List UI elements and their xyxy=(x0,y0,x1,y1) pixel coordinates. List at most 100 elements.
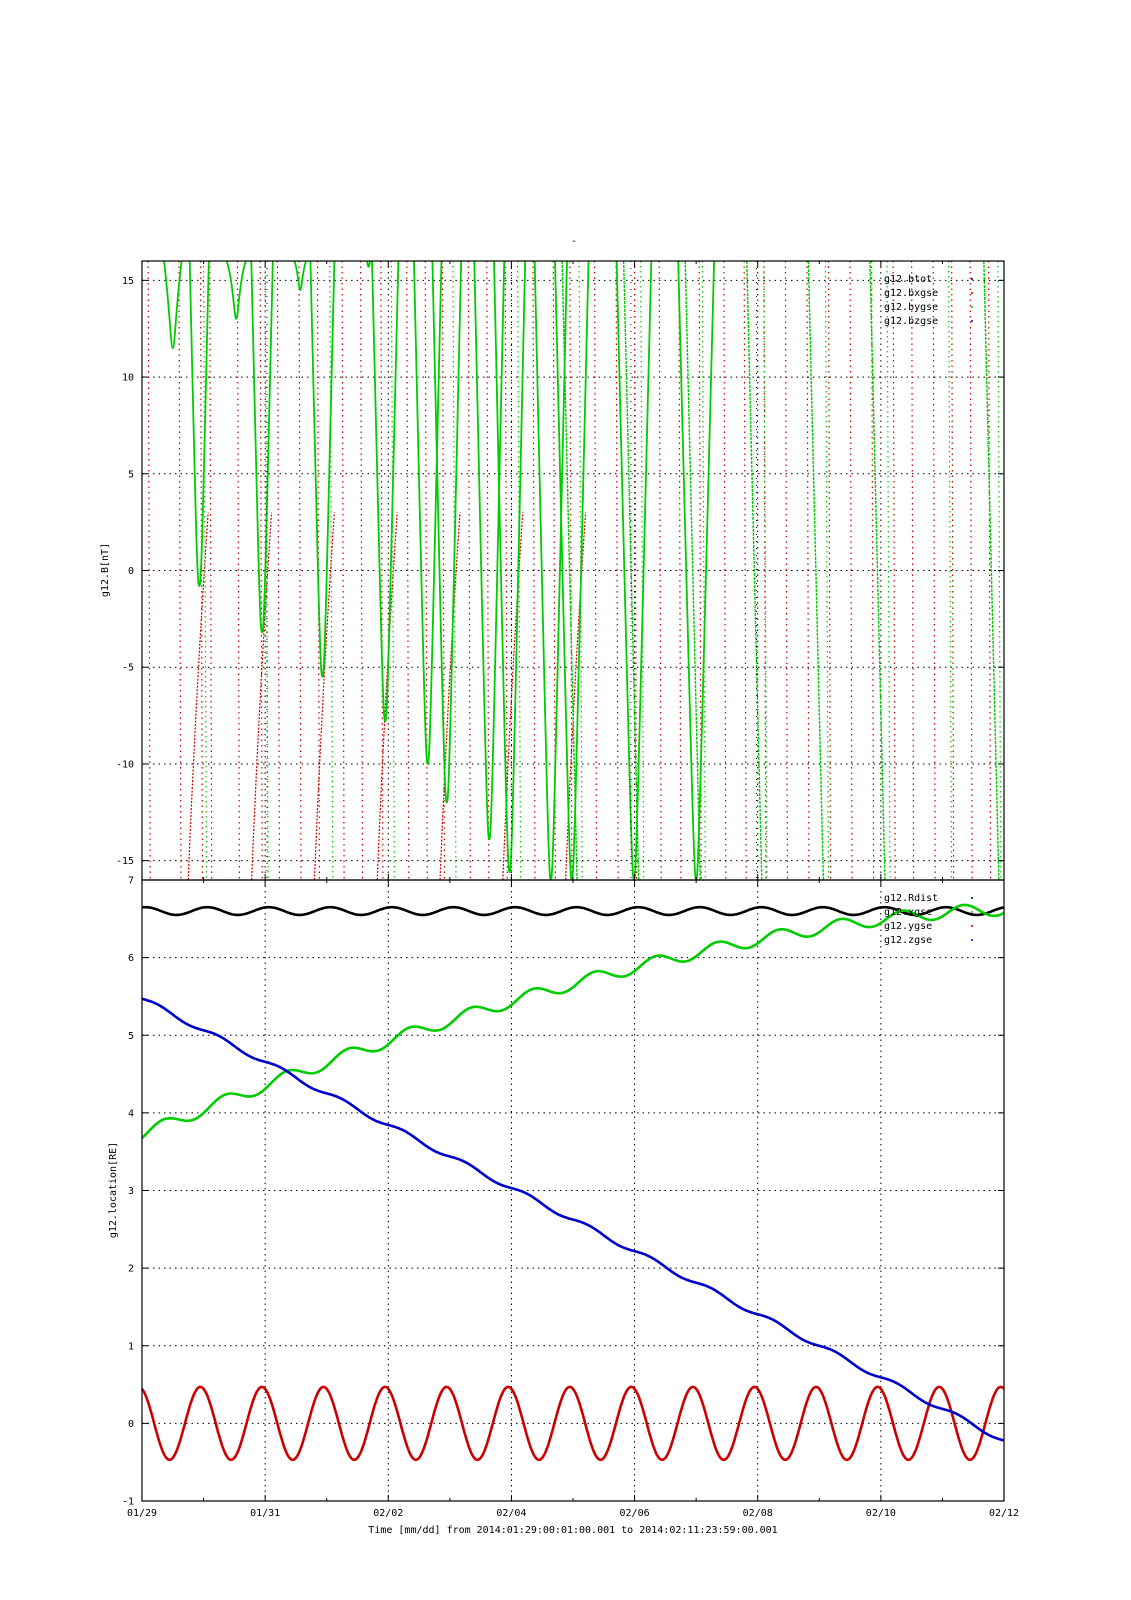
p1-ytick-label: -10 xyxy=(116,759,134,770)
p1-legend-swatch xyxy=(971,278,973,280)
p1-ytick-label: 0 xyxy=(128,566,134,577)
bygse-sweep xyxy=(983,261,1000,880)
p1-legend-swatch xyxy=(971,292,973,294)
bxgse-trace xyxy=(187,512,209,880)
bxgse-trace xyxy=(467,261,471,880)
bygse-spike xyxy=(473,261,506,841)
bygse-spike xyxy=(431,261,463,804)
bygse-dotted-trace xyxy=(701,261,706,880)
p2-ytick-label: 2 xyxy=(128,1264,134,1275)
bxgse-trace xyxy=(376,512,398,880)
p2-legend-label: g12.xgse xyxy=(884,907,932,918)
p1-ytick-label: -15 xyxy=(116,856,134,867)
x-tick-labels: 01/29 01/31 02/02 02/04 02/06 02/08 02/10 02/12 xyxy=(127,1508,1019,1519)
bygse-dotted-trace xyxy=(640,261,645,880)
x-tick-label: 02/10 xyxy=(866,1508,896,1519)
bxgse-trace xyxy=(969,261,973,880)
bygse-spike xyxy=(615,261,653,880)
p1-legend-label: g12.bxgse xyxy=(884,288,938,299)
p2-y-axis-label: g12.location[RE] xyxy=(108,1142,119,1238)
p2-ytick-label: 5 xyxy=(128,1031,134,1042)
bygse-sweep xyxy=(684,261,701,880)
bygse-dotted-trace xyxy=(452,261,457,880)
bygse-spike xyxy=(309,261,336,678)
x-tick-label: 02/12 xyxy=(989,1508,1019,1519)
bygse-dotted-trace xyxy=(763,261,768,880)
x-tick-label: 02/02 xyxy=(373,1508,403,1519)
bygse-dotted-trace xyxy=(824,261,830,880)
p2-legend-label: g12.Rdist xyxy=(884,893,938,904)
bxgse-trace xyxy=(313,512,335,880)
bxgse-trace xyxy=(593,261,598,880)
bxgse-trace xyxy=(236,261,241,880)
bxgse-trace xyxy=(209,261,213,880)
bxgse-trace xyxy=(565,512,587,880)
ygse-series-line xyxy=(140,1385,1005,1462)
xgse-series-line xyxy=(141,903,1005,1140)
bygse-dotted-trace xyxy=(390,261,395,880)
p2-series xyxy=(140,903,1005,1462)
bygse-spike xyxy=(371,261,400,723)
bygse-sweep xyxy=(561,261,578,880)
bygse-spike xyxy=(493,261,527,874)
p1-legend-swatch xyxy=(971,320,973,322)
p1-legend-label: g12.bzgse xyxy=(884,316,938,327)
p2-legend-label: g12.ygse xyxy=(884,921,932,932)
bygse-dotted-trace xyxy=(886,261,891,880)
bygse-sweep xyxy=(807,261,825,880)
bxgse-trace xyxy=(502,512,524,880)
bxgse-trace xyxy=(341,261,345,880)
x-tick-label: 01/31 xyxy=(250,1508,280,1519)
bygse-spike xyxy=(250,261,274,634)
p2-legend-swatch xyxy=(971,925,973,927)
p1-legend: g12.btot g12.bxgse g12.bygse g12.bzgse xyxy=(884,274,973,327)
p1-y-axis-label: g12.B[nT] xyxy=(100,543,111,597)
bxgse-trace xyxy=(892,261,896,880)
x-tick-label: 01/29 xyxy=(127,1508,157,1519)
x-tick-label: 02/06 xyxy=(620,1508,650,1519)
magnetic-field-panel: -15 -10 -5 0 5 10 15 g12.btot g12.bxgse g12.bygs… xyxy=(100,260,1005,881)
bxgse-trace xyxy=(439,512,461,880)
plot-top-label: - xyxy=(571,236,577,247)
bygse-sweep xyxy=(746,261,763,880)
zgse-series-line xyxy=(141,997,1005,1442)
rdist-series-line xyxy=(141,905,1005,917)
p2-legend: g12.Rdist g12.xgse g12.ygse g12.zgse xyxy=(884,893,973,946)
p2-ytick-label: 4 xyxy=(128,1108,134,1119)
p1-legend-swatch xyxy=(971,306,973,308)
bxgse-trace xyxy=(743,261,747,880)
bygse-spike xyxy=(293,261,308,291)
bygse-sweep xyxy=(622,261,640,880)
p1-grid xyxy=(142,261,1004,880)
p2-legend-label: g12.zgse xyxy=(884,935,932,946)
p2-ytick-label: 6 xyxy=(128,953,134,964)
bxgse-trace xyxy=(298,261,302,880)
p2-ytick-label: 3 xyxy=(128,1186,134,1197)
p1-legend-label: g12.bygse xyxy=(884,302,938,313)
bygse-spike xyxy=(163,261,183,349)
bxgse-trace xyxy=(250,512,273,880)
bygse-dotted-trace xyxy=(264,261,269,880)
p2-ytick-label: -1 xyxy=(122,1497,134,1508)
bygse-spike xyxy=(554,261,590,880)
p2-legend-swatch xyxy=(971,939,973,941)
bygse-dotted-trace xyxy=(516,261,522,880)
x-tick-label: 02/08 xyxy=(743,1508,773,1519)
bygse-dotted-trace xyxy=(578,261,583,880)
p1-ytick-label: -5 xyxy=(122,663,134,674)
p2-frame xyxy=(141,879,1005,1502)
bxgse-trace xyxy=(276,261,281,880)
bygse-sweep xyxy=(869,261,886,880)
p2-legend-swatch xyxy=(971,897,973,899)
bxgse-trace xyxy=(424,261,428,880)
p2-ytick-label: 1 xyxy=(128,1341,134,1352)
p2-grid xyxy=(142,880,1004,1501)
p1-series-group xyxy=(147,261,1002,880)
bygse-spike xyxy=(188,261,210,587)
bygse-dotted-trace xyxy=(947,261,953,880)
p2-ticks: -1 0 1 2 3 4 5 6 7 xyxy=(122,876,1005,1508)
bxgse-trace xyxy=(259,261,263,880)
bygse-spike xyxy=(413,261,443,765)
